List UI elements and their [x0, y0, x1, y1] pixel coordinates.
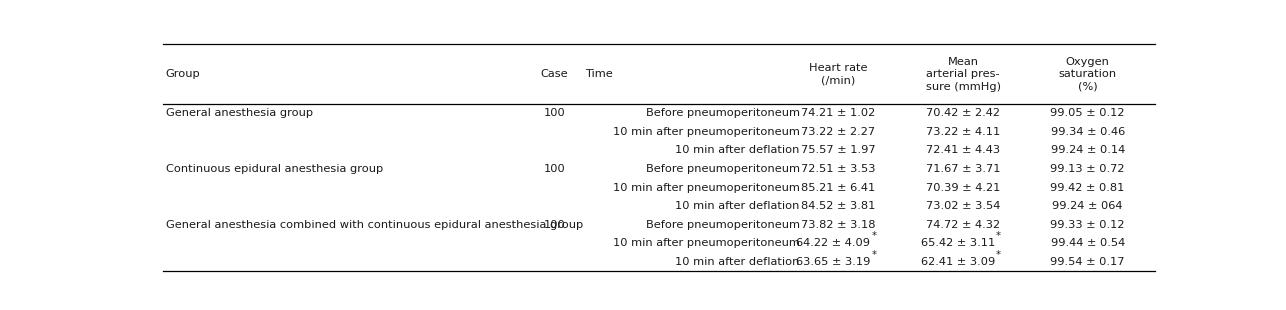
Text: 100: 100 [544, 108, 566, 118]
Text: 10 min after deflation: 10 min after deflation [675, 201, 800, 211]
Text: Before pneumoperitoneum: Before pneumoperitoneum [646, 108, 800, 118]
Text: 75.57 ± 1.97: 75.57 ± 1.97 [801, 145, 876, 155]
Text: 70.39 ± 4.21: 70.39 ± 4.21 [926, 183, 1001, 193]
Text: 85.21 ± 6.41: 85.21 ± 6.41 [801, 183, 876, 193]
Text: 74.21 ± 1.02: 74.21 ± 1.02 [801, 108, 876, 118]
Text: 100: 100 [544, 164, 566, 174]
Text: 62.41 ± 3.09: 62.41 ± 3.09 [921, 257, 995, 267]
Text: 74.72 ± 4.32: 74.72 ± 4.32 [926, 220, 1001, 230]
Text: 73.22 ± 2.27: 73.22 ± 2.27 [801, 127, 876, 137]
Text: 72.51 ± 3.53: 72.51 ± 3.53 [801, 164, 876, 174]
Text: 84.52 ± 3.81: 84.52 ± 3.81 [801, 201, 876, 211]
Text: 99.05 ± 0.12: 99.05 ± 0.12 [1051, 108, 1125, 118]
Text: 10 min after deflation: 10 min after deflation [675, 257, 800, 267]
Text: 64.22 ± 4.09: 64.22 ± 4.09 [796, 238, 871, 248]
Text: 73.22 ± 4.11: 73.22 ± 4.11 [926, 127, 1001, 137]
Text: 65.42 ± 3.11: 65.42 ± 3.11 [921, 238, 995, 248]
Text: 99.44 ± 0.54: 99.44 ± 0.54 [1051, 238, 1125, 248]
Text: General anesthesia group: General anesthesia group [166, 108, 312, 118]
Text: 99.33 ± 0.12: 99.33 ± 0.12 [1051, 220, 1125, 230]
Text: 100: 100 [544, 220, 566, 230]
Text: Continuous epidural anesthesia group: Continuous epidural anesthesia group [166, 164, 383, 174]
Text: 73.02 ± 3.54: 73.02 ± 3.54 [926, 201, 1001, 211]
Text: 72.41 ± 4.43: 72.41 ± 4.43 [926, 145, 1001, 155]
Text: *: * [872, 231, 876, 241]
Text: 10 min after pneumoperitoneum: 10 min after pneumoperitoneum [612, 127, 800, 137]
Text: Mean
arterial pres-
sure (mmHg): Mean arterial pres- sure (mmHg) [926, 57, 1001, 91]
Text: Case: Case [540, 69, 568, 79]
Text: Heart rate
(/min): Heart rate (/min) [809, 63, 868, 85]
Text: 99.24 ± 0.14: 99.24 ± 0.14 [1051, 145, 1125, 155]
Text: General anesthesia combined with continuous epidural anesthesia group: General anesthesia combined with continu… [166, 220, 583, 230]
Text: 99.34 ± 0.46: 99.34 ± 0.46 [1051, 127, 1125, 137]
Text: 99.13 ± 0.72: 99.13 ± 0.72 [1051, 164, 1125, 174]
Text: 71.67 ± 3.71: 71.67 ± 3.71 [926, 164, 1001, 174]
Text: 10 min after pneumoperitoneum: 10 min after pneumoperitoneum [612, 183, 800, 193]
Text: 99.24 ± 064: 99.24 ± 064 [1052, 201, 1123, 211]
Text: 10 min after deflation: 10 min after deflation [675, 145, 800, 155]
Text: 99.42 ± 0.81: 99.42 ± 0.81 [1051, 183, 1125, 193]
Text: *: * [872, 250, 876, 260]
Text: Time: Time [585, 69, 613, 79]
Text: *: * [995, 250, 1001, 260]
Text: 99.54 ± 0.17: 99.54 ± 0.17 [1051, 257, 1125, 267]
Text: *: * [995, 231, 1001, 241]
Text: 63.65 ± 3.19: 63.65 ± 3.19 [796, 257, 871, 267]
Text: Group: Group [166, 69, 201, 79]
Text: 73.82 ± 3.18: 73.82 ± 3.18 [801, 220, 876, 230]
Text: 10 min after pneumoperitoneum: 10 min after pneumoperitoneum [612, 238, 800, 248]
Text: Oxygen
saturation
(%): Oxygen saturation (%) [1058, 57, 1116, 91]
Text: Before pneumoperitoneum: Before pneumoperitoneum [646, 164, 800, 174]
Text: 70.42 ± 2.42: 70.42 ± 2.42 [926, 108, 1001, 118]
Text: Before pneumoperitoneum: Before pneumoperitoneum [646, 220, 800, 230]
